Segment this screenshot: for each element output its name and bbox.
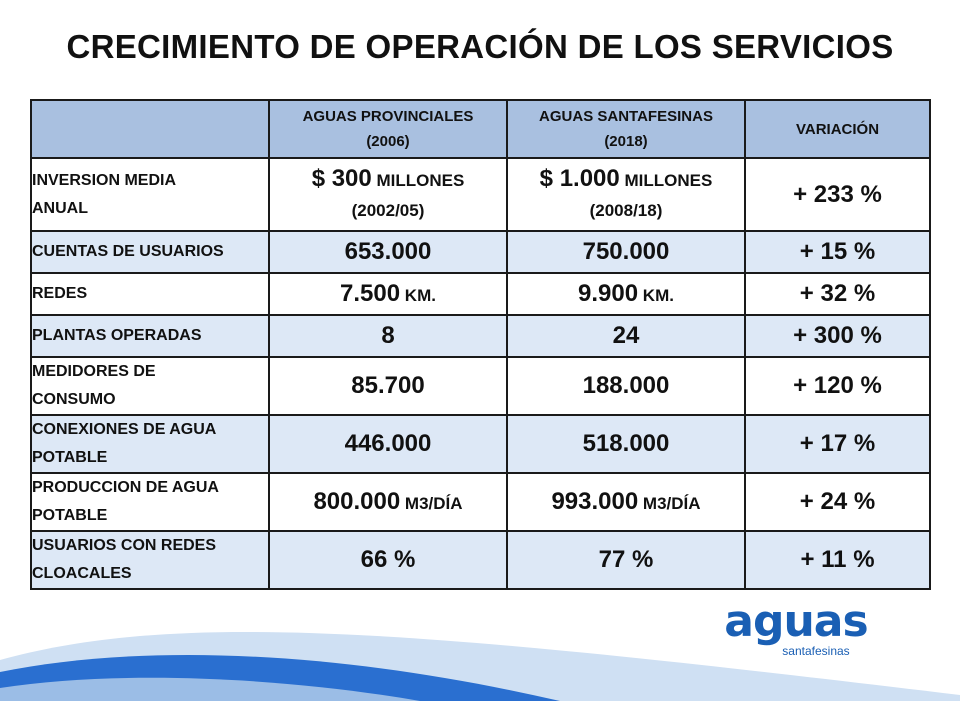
unit: M3/DÍA [400,494,463,513]
period: (2008/18) [589,200,663,220]
row-label: INVERSION MEDIA ANUAL [30,157,270,232]
value: $ 300 [311,164,372,192]
header-aguas-santafesinas: AGUAS SANTAFESINAS (2018) [506,99,746,159]
row-label-line2: POTABLE [32,449,108,466]
logo-subtext: santafesinas [782,644,850,658]
row-label-line1: USUARIOS CON REDES [32,537,217,554]
header-aguas-provinciales-year: (2006) [366,133,410,150]
unit: M3/DÍA [638,494,701,513]
row-label-line2: CLOACALES [32,565,132,582]
table-row: CONEXIONES DE AGUA POTABLE 446.000 518.00… [30,414,931,474]
row-label: CUENTAS DE USUARIOS [30,230,270,274]
value: 7.500 [340,280,401,307]
row-label-line1: MEDIDORES DE [32,363,156,380]
aguas-santafesinas-cell: 188.000 [506,356,746,416]
aguas-provinciales-cell: 8 [268,314,508,358]
table-row: PLANTAS OPERADAS 8 24 + 300 % [30,314,931,358]
table-row: INVERSION MEDIA ANUAL $ 300 MILLONES (200… [30,157,931,232]
variation-cell: + 11 % [744,530,931,590]
variation-cell: + 17 % [744,414,931,474]
row-label: REDES [30,272,270,316]
unit: MILLONES [619,170,713,190]
unit: KM. [400,286,436,305]
unit: KM. [638,286,674,305]
header-variacion: VARIACIÓN [744,99,931,159]
variation-cell: + 24 % [744,472,931,532]
table-row: CUENTAS DE USUARIOS 653.000 750.000 + 15… [30,230,931,274]
row-label: PRODUCCION DE AGUA POTABLE [30,472,270,532]
aguas-santafesinas-cell: 24 [506,314,746,358]
row-label-line2: CONSUMO [32,391,116,408]
logo-wordmark: aguas [724,596,868,647]
table-row: PRODUCCION DE AGUA POTABLE 800.000 M3/DÍA… [30,472,931,532]
value: $ 1.000 [539,164,620,192]
header-aguas-santafesinas-year: (2018) [604,133,648,150]
value: 9.900 [578,280,639,307]
row-label: USUARIOS CON REDES CLOACALES [30,530,270,590]
aguas-provinciales-cell: 446.000 [268,414,508,474]
footer-wave-decoration [0,631,960,701]
row-label-line1: CONEXIONES DE AGUA [32,421,217,438]
page-title: CRECIMIENTO DE OPERACIÓN DE LOS SERVICIO… [66,28,894,65]
aguas-santafesinas-cell: 750.000 [506,230,746,274]
variation-cell: + 15 % [744,230,931,274]
header-aguas-provinciales-name: AGUAS PROVINCIALES [302,108,474,125]
header-row: AGUAS PROVINCIALES (2006) AGUAS SANTAFES… [30,99,931,159]
header-empty-cell [30,99,270,159]
aguas-santafesinas-cell: 993.000 M3/DÍA [506,472,746,532]
aguas-provinciales-cell: 653.000 [268,230,508,274]
aguas-provinciales-cell: $ 300 MILLONES (2002/05) [268,157,508,232]
aguas-santafesinas-cell: 9.900 KM. [506,272,746,316]
aguas-santafesinas-cell: 518.000 [506,414,746,474]
variation-cell: + 32 % [744,272,931,316]
aguas-provinciales-cell: 800.000 M3/DÍA [268,472,508,532]
row-label: PLANTAS OPERADAS [30,314,270,358]
aguas-santafesinas-cell: $ 1.000 MILLONES (2008/18) [506,157,746,232]
table-row: REDES 7.500 KM. 9.900 KM. + 32 % [30,272,931,316]
variation-cell: + 300 % [744,314,931,358]
aguas-santafesinas-cell: 77 % [506,530,746,590]
aguas-provinciales-cell: 7.500 KM. [268,272,508,316]
header-aguas-provinciales: AGUAS PROVINCIALES (2006) [268,99,508,159]
variation-cell: + 120 % [744,356,931,416]
header-aguas-santafesinas-name: AGUAS SANTAFESINAS [539,108,713,125]
row-label: MEDIDORES DE CONSUMO [30,356,270,416]
unit: MILLONES [371,170,465,190]
value: 993.000 [551,488,639,515]
aguas-provinciales-cell: 66 % [268,530,508,590]
row-label: CONEXIONES DE AGUA POTABLE [30,414,270,474]
aguas-provinciales-cell: 85.700 [268,356,508,416]
variation-cell: + 233 % [744,157,931,232]
aguas-santafesinas-logo: aguas santafesinas [716,600,876,670]
row-label-line1: INVERSION MEDIA [32,171,177,189]
wave-mid-band [0,677,420,701]
row-label-line1: PRODUCCION DE AGUA [32,479,219,496]
value: 800.000 [313,488,401,515]
services-growth-table: AGUAS PROVINCIALES (2006) AGUAS SANTAFES… [30,99,931,590]
row-label-line2: ANUAL [32,199,88,217]
table-row: USUARIOS CON REDES CLOACALES 66 % 77 % + … [30,530,931,590]
row-label-line2: POTABLE [32,507,108,524]
table-row: MEDIDORES DE CONSUMO 85.700 188.000 + 120… [30,356,931,416]
period: (2002/05) [351,200,425,220]
